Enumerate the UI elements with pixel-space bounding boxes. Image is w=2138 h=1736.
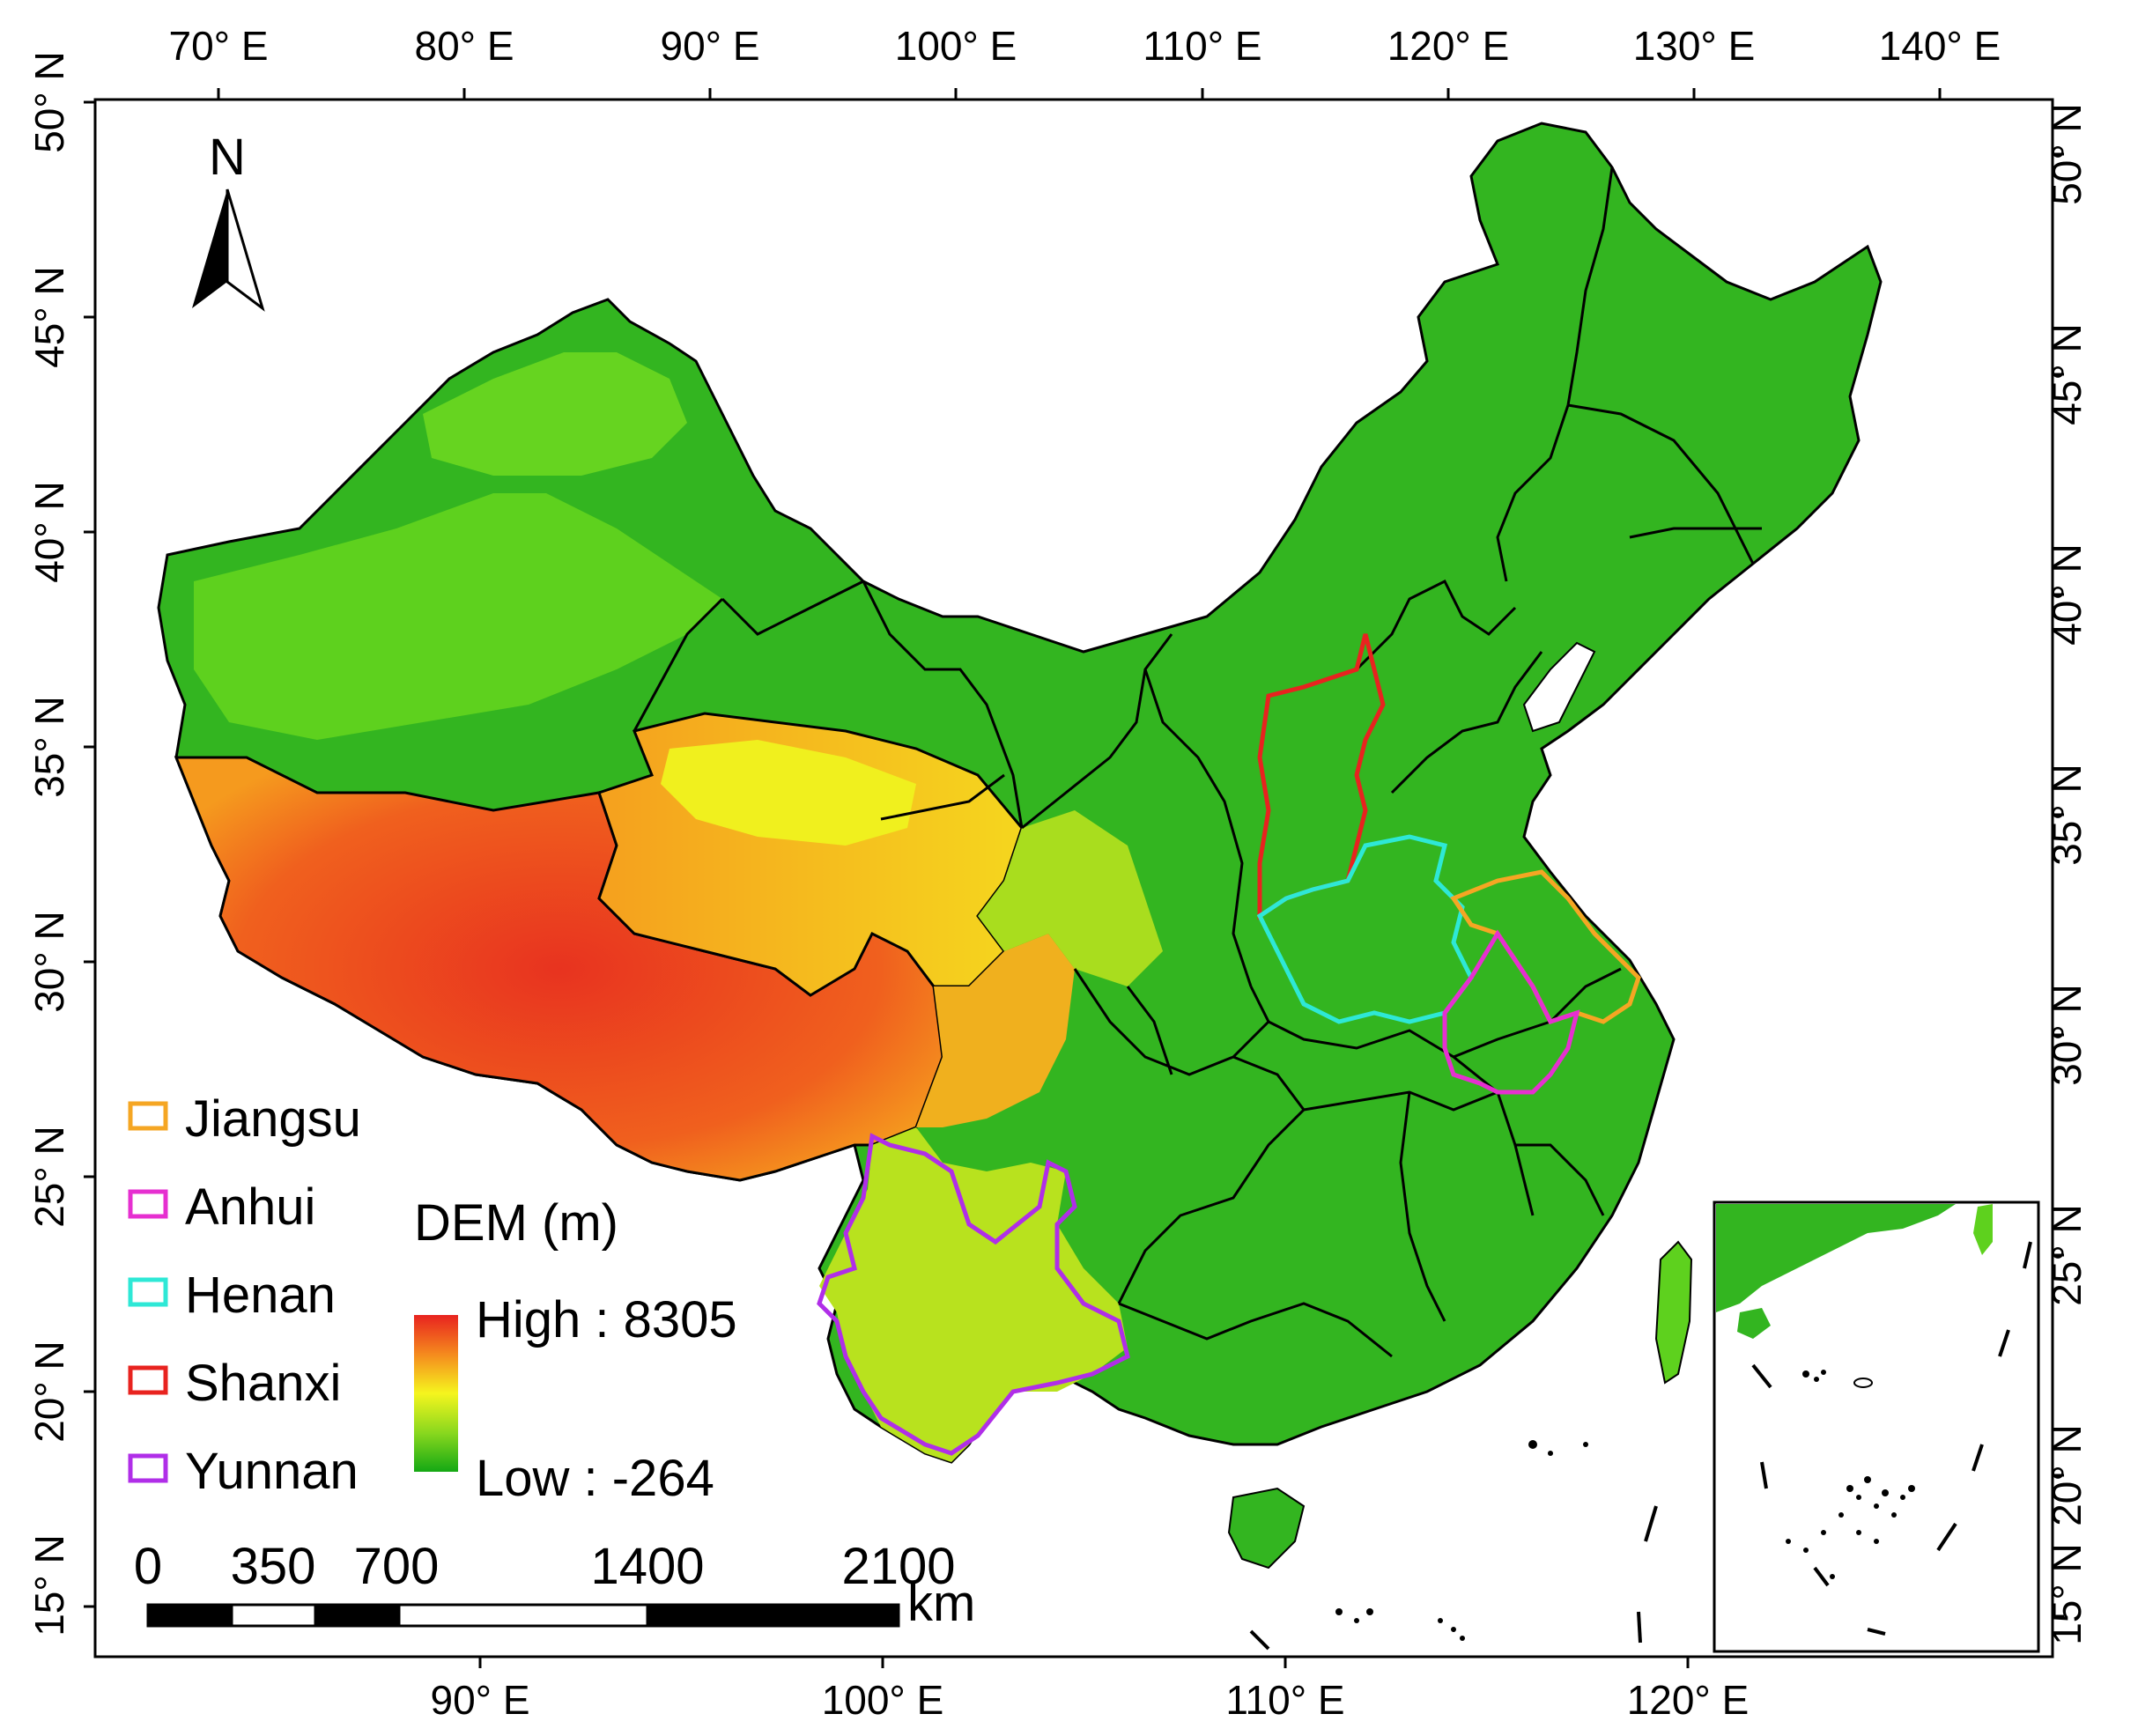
yunnan-boundary	[817, 1133, 1130, 1456]
hainan-island	[1227, 1487, 1306, 1570]
legend-swatch-anhui	[128, 1189, 168, 1219]
bottom-tick-label: 90° E	[430, 1677, 529, 1723]
sichuan-transition	[916, 934, 1075, 1127]
inset-islands	[1786, 1370, 1915, 1579]
central-upland	[978, 810, 1163, 986]
left-tick-label: 45° N	[26, 266, 72, 368]
dem-legend-title: DEM (m)	[414, 1194, 618, 1252]
top-tick-label: 90° E	[660, 23, 759, 69]
scale-tick-label: 350	[231, 1538, 316, 1595]
scale-tick-label: 1400	[590, 1538, 704, 1595]
right-tick-label: 30° N	[2044, 984, 2090, 1086]
yunnan-region	[819, 1127, 1128, 1462]
henan-boundary	[1256, 834, 1474, 1024]
right-tick-label: 20° N	[2044, 1424, 2090, 1526]
legend-item-jiangsu: Jiangsu	[128, 1090, 361, 1148]
left-tick-label: 15° N	[26, 1534, 72, 1636]
shanxi-boundary	[1257, 633, 1386, 920]
left-tick-label: 25° N	[26, 1126, 72, 1228]
left-axis-labels: 50° N 45° N 40° N 35° N 30° N 25° N 20° …	[26, 51, 72, 1636]
taiwan-island	[1654, 1240, 1693, 1385]
dem-legend: DEM (m) High : 8305 Low : -264	[414, 1194, 737, 1507]
islands-dots-main	[1335, 1440, 1588, 1641]
nine-dash-line-main	[1249, 1505, 1658, 1651]
right-tick-label: 45° N	[2044, 323, 2090, 425]
bottom-tick-label: 120° E	[1627, 1677, 1750, 1723]
province-boundaries	[633, 166, 1762, 1358]
inset-dashes	[1751, 1241, 2032, 1636]
right-tick-label: 50° N	[2044, 103, 2090, 205]
legend-label-henan: Henan	[185, 1267, 336, 1324]
legend-label-shanxi: Shanxi	[185, 1355, 341, 1412]
top-tick-label: 80° E	[414, 23, 514, 69]
inset-hainan	[1737, 1308, 1771, 1339]
legend-swatch-henan	[128, 1277, 168, 1307]
bohai-sea	[1522, 641, 1596, 733]
legend-item-shanxi: Shanxi	[128, 1355, 341, 1412]
china-landmass	[157, 122, 1883, 1464]
left-tick-label: 50° N	[26, 51, 72, 153]
highlighted-provinces	[817, 633, 1641, 1456]
top-tick-label: 100° E	[895, 23, 1017, 69]
legend-label-jiangsu: Jiangsu	[185, 1090, 361, 1148]
scale-tick-label: 0	[134, 1538, 162, 1595]
scale-unit-label: km	[907, 1575, 975, 1632]
scale-bar: 0 350 700 1400 2100 km	[134, 1538, 975, 1632]
top-tick-label: 110° E	[1143, 23, 1261, 69]
legend-swatch-yunnan	[128, 1453, 168, 1483]
north-arrow-icon	[192, 189, 227, 308]
legend-label-yunnan: Yunnan	[185, 1443, 359, 1500]
bottom-tick-label: 110° E	[1225, 1677, 1344, 1723]
top-tick-label: 140° E	[1879, 23, 2001, 69]
dzungaria-basin	[423, 352, 687, 476]
top-axis-labels: 70° E 80° E 90° E 100° E 110° E 120° E 1…	[168, 23, 2001, 69]
province-legend: Jiangsu Anhui Henan Shanxi Yunnan	[128, 1090, 361, 1500]
scale-tick-label: 700	[354, 1538, 440, 1595]
north-arrow-outline	[226, 188, 265, 312]
right-tick-label: 35° N	[2044, 764, 2090, 866]
right-axis-labels: 50° N 45° N 40° N 35° N 30° N 25° N 20° …	[2044, 103, 2090, 1645]
bottom-tick-label: 100° E	[822, 1677, 944, 1723]
scale-bar-segments	[146, 1603, 900, 1628]
north-arrow-label: N	[209, 129, 246, 186]
frame-ticks	[84, 88, 2064, 1668]
legend-item-anhui: Anhui	[128, 1178, 315, 1236]
south-china-sea-inset	[1713, 1200, 2040, 1653]
legend-swatch-jiangsu	[128, 1101, 168, 1131]
left-tick-label: 30° N	[26, 911, 72, 1013]
scale-tick-label: 2100	[841, 1538, 955, 1595]
left-tick-label: 35° N	[26, 696, 72, 798]
inset-taiwan	[1973, 1204, 1993, 1255]
tarim-basin	[194, 493, 722, 740]
legend-label-anhui: Anhui	[185, 1178, 315, 1236]
legend-item-yunnan: Yunnan	[128, 1443, 359, 1500]
dem-high-label: High : 8305	[476, 1291, 737, 1348]
left-tick-label: 20° N	[26, 1341, 72, 1443]
right-tick-label: 15° N	[2044, 1543, 2090, 1645]
top-tick-label: 120° E	[1387, 23, 1510, 69]
qaidam-basin	[661, 740, 916, 846]
north-arrow: N	[192, 129, 265, 312]
legend-swatch-shanxi	[128, 1365, 168, 1395]
top-tick-label: 70° E	[168, 23, 268, 69]
legend-item-henan: Henan	[128, 1267, 336, 1324]
anhui-boundary	[1442, 929, 1580, 1095]
bottom-axis-labels: 90° E 100° E 110° E 120° E	[430, 1677, 1749, 1723]
dem-color-ramp	[414, 1315, 458, 1472]
dem-low-label: Low : -264	[476, 1450, 714, 1507]
left-tick-label: 40° N	[26, 481, 72, 583]
right-tick-label: 40° N	[2044, 543, 2090, 646]
top-tick-label: 130° E	[1633, 23, 1756, 69]
inset-mainland	[1716, 1204, 1956, 1312]
right-tick-label: 25° N	[2044, 1204, 2090, 1306]
